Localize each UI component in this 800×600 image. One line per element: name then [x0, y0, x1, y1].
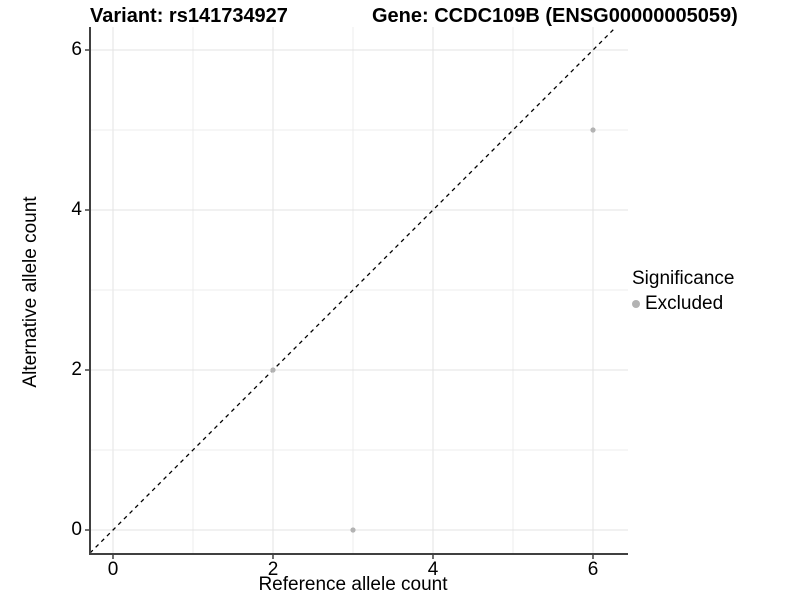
y-tick-label: 0 — [71, 519, 82, 540]
y-tick-label: 2 — [71, 359, 82, 380]
excluded-point-marker-icon — [632, 299, 640, 308]
x-tick-label: 4 — [427, 559, 439, 580]
data-point — [350, 527, 356, 533]
x-tick-label: 2 — [267, 559, 279, 580]
legend-item-label: Excluded — [645, 293, 724, 314]
x-tick-label: 0 — [107, 559, 119, 580]
y-tick-label: 4 — [71, 199, 82, 220]
data-point — [270, 367, 276, 373]
plot-title-gene: Gene: CCDC109B (ENSG00000005059) — [372, 5, 738, 27]
legend: Significance Excluded — [632, 267, 734, 315]
y-tick-label: 6 — [71, 39, 82, 60]
data-point — [590, 127, 596, 133]
legend-item-excluded: Excluded — [632, 292, 734, 315]
y-axis-title: Alternative allele count — [20, 196, 41, 388]
plot-title-variant: Variant: rs141734927 — [90, 5, 288, 27]
x-axis-title: Reference allele count — [258, 574, 448, 595]
legend-title: Significance — [632, 268, 735, 289]
x-tick-label: 6 — [587, 559, 599, 580]
identity-dashed-line — [89, 26, 617, 554]
